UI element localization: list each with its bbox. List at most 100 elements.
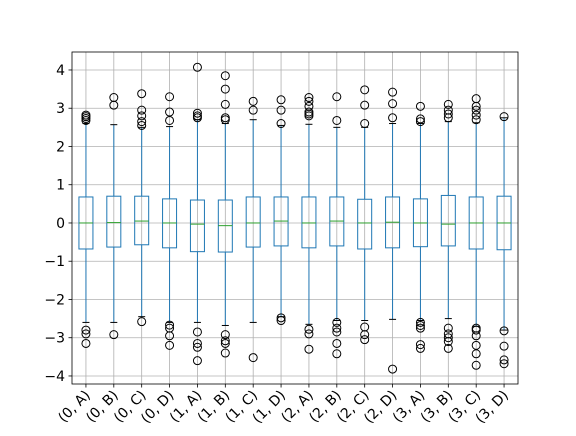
flier <box>471 331 481 341</box>
flier <box>304 329 314 339</box>
flier <box>165 331 175 341</box>
flier <box>165 107 175 117</box>
flier <box>109 93 119 103</box>
flier <box>304 101 314 111</box>
flier <box>137 120 147 130</box>
flier <box>137 89 147 99</box>
y-tick-label: 2 <box>56 139 65 155</box>
flier <box>220 113 230 123</box>
box <box>301 196 317 249</box>
flier <box>471 94 481 104</box>
flier <box>332 349 342 359</box>
flier <box>192 338 202 348</box>
flier <box>192 62 202 72</box>
flier <box>248 96 258 106</box>
flier <box>499 355 509 365</box>
flier <box>165 92 175 102</box>
flier <box>276 119 286 129</box>
flier <box>304 107 314 117</box>
flier <box>165 340 175 350</box>
flier <box>332 338 342 348</box>
flier <box>499 326 509 336</box>
flier <box>360 335 370 345</box>
flier <box>471 115 481 125</box>
flier <box>332 92 342 102</box>
flier <box>137 317 147 327</box>
flier <box>415 317 425 327</box>
box <box>189 199 205 253</box>
flier <box>388 99 398 109</box>
y-tick-label: 4 <box>56 63 65 79</box>
y-tick-label: −3 <box>44 331 65 347</box>
flier <box>388 87 398 97</box>
flier <box>443 99 453 109</box>
flier <box>443 323 453 333</box>
flier <box>192 108 202 118</box>
flier <box>443 343 453 353</box>
flier <box>192 356 202 366</box>
box <box>440 194 456 247</box>
flier <box>165 320 175 330</box>
flier <box>220 336 230 346</box>
flier <box>220 99 230 109</box>
flier <box>220 84 230 94</box>
axes-frame <box>71 51 519 385</box>
flier <box>304 93 314 103</box>
flier <box>332 323 342 333</box>
flier <box>304 96 314 106</box>
y-tick-label: −2 <box>44 292 65 308</box>
flier <box>360 100 370 110</box>
flier <box>471 360 481 370</box>
flier <box>415 343 425 353</box>
box <box>245 196 261 248</box>
flier <box>81 110 91 120</box>
flier <box>443 333 453 343</box>
flier <box>304 324 314 334</box>
flier <box>471 325 481 335</box>
flier <box>81 325 91 335</box>
flier <box>248 353 258 363</box>
flier <box>248 105 258 115</box>
flier <box>415 323 425 333</box>
flier <box>192 327 202 337</box>
flier <box>276 95 286 105</box>
flier <box>388 113 398 123</box>
flier <box>388 364 398 374</box>
flier <box>220 330 230 340</box>
flier <box>415 117 425 127</box>
flier <box>471 349 481 359</box>
flier <box>192 342 202 352</box>
flier <box>137 111 147 121</box>
flier <box>415 101 425 111</box>
flier <box>81 329 91 339</box>
box <box>106 195 122 248</box>
flier <box>499 341 509 351</box>
flier <box>499 359 509 369</box>
flier <box>360 119 370 129</box>
flier <box>276 105 286 115</box>
flier <box>137 117 147 127</box>
flier <box>471 110 481 120</box>
flier <box>220 71 230 81</box>
flier <box>415 114 425 124</box>
box <box>357 198 373 250</box>
flier <box>276 316 286 326</box>
flier <box>332 317 342 327</box>
flier <box>415 320 425 330</box>
y-tick-label: 0 <box>56 216 65 232</box>
y-tick-label: 3 <box>56 101 65 117</box>
box <box>134 195 150 246</box>
flier <box>276 313 286 323</box>
flier <box>137 105 147 115</box>
flier <box>220 338 230 348</box>
flier <box>220 348 230 358</box>
flier <box>471 105 481 115</box>
flier <box>443 337 453 347</box>
y-tick-label: 1 <box>56 178 65 194</box>
flier <box>415 340 425 350</box>
flier <box>360 85 370 95</box>
flier <box>360 330 370 340</box>
y-tick-label: −1 <box>44 254 65 270</box>
y-tick-label: −4 <box>44 369 65 385</box>
